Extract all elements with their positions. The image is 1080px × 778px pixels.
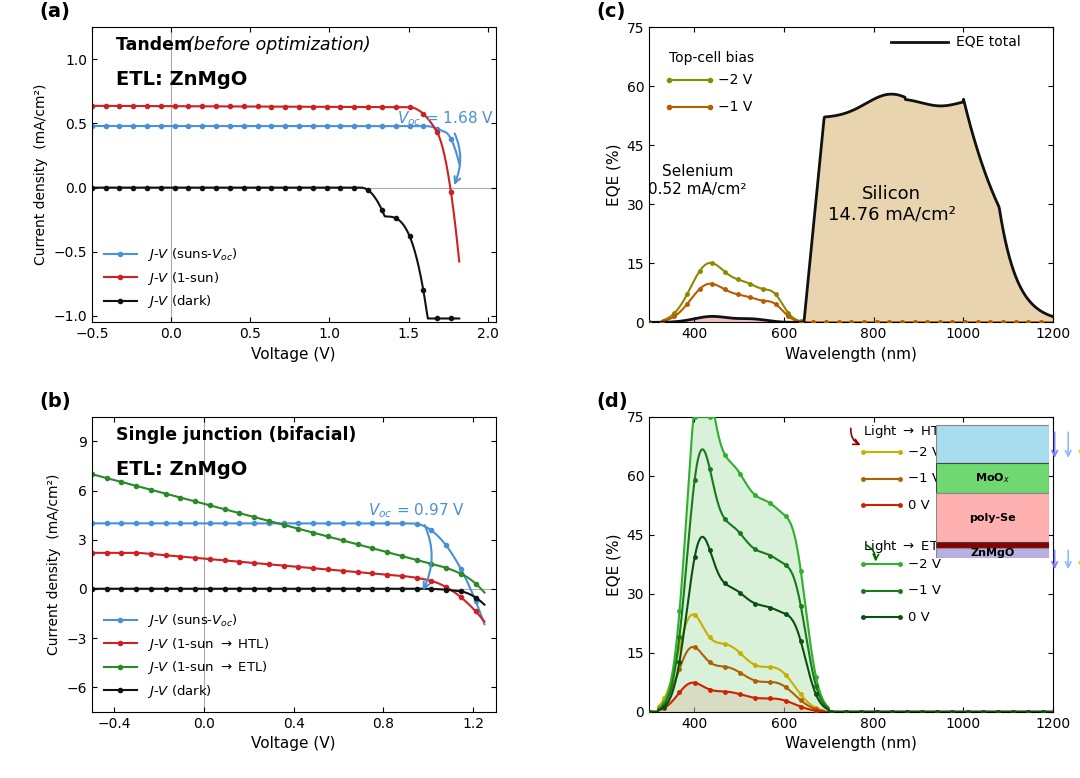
- $J$-$V$ (suns-$V_{oc}$): [333, 519, 346, 528]
- $J$-$V$ (1-sun $\rightarrow$ ETL): [133, 482, 146, 491]
- Text: (c): (c): [596, 2, 626, 21]
- Text: $V_{oc}$ = 0.97 V: $V_{oc}$ = 0.97 V: [368, 501, 464, 588]
- $J$-$V$ (1-sun): [231, 102, 244, 111]
- $J$-$V$ (dark): [213, 584, 226, 594]
- $J$-$V$ (1-sun $\rightarrow$ ETL): [478, 588, 491, 598]
- Line: $J$-$V$ (1-sun $\rightarrow$ ETL): $J$-$V$ (1-sun $\rightarrow$ ETL): [90, 472, 486, 594]
- $J$-$V$ (1-sun): [352, 102, 365, 111]
- $J$-$V$ (1-sun $\rightarrow$ HTL): [85, 548, 98, 558]
- Text: EQE total: EQE total: [956, 35, 1021, 49]
- $J$-$V$ (1-sun $\rightarrow$ HTL): [370, 569, 383, 578]
- $J$-$V$ (dark): [478, 600, 491, 609]
- $J$-$V$ (dark): [316, 183, 329, 192]
- $J$-$V$ (dark): [130, 183, 143, 192]
- $J$-$V$ (suns-$V_{oc}$): [316, 121, 329, 131]
- $J$-$V$ (1-sun $\rightarrow$ ETL): [85, 469, 98, 478]
- $J$-$V$ (1-sun $\rightarrow$ HTL): [241, 558, 254, 567]
- $J$-$V$ (dark): [352, 183, 365, 192]
- Text: Light $\rightarrow$ ETL: Light $\rightarrow$ ETL: [863, 538, 946, 555]
- Text: −2 V: −2 V: [907, 446, 941, 459]
- Text: (before optimization): (before optimization): [187, 36, 370, 54]
- Text: (d): (d): [596, 392, 629, 411]
- $J$-$V$ (1-sun $\rightarrow$ ETL): [213, 503, 226, 513]
- $J$-$V$ (1-sun): [130, 101, 143, 110]
- Line: $J$-$V$ (dark): $J$-$V$ (dark): [90, 587, 486, 607]
- $J$-$V$ (suns-$V_{oc}$): [241, 519, 254, 528]
- $J$-$V$ (suns-$V_{oc}$): [478, 619, 491, 629]
- $J$-$V$ (suns-$V_{oc}$): [85, 519, 98, 528]
- Y-axis label: EQE (%): EQE (%): [606, 143, 621, 206]
- Text: 0 V: 0 V: [907, 499, 930, 512]
- Text: ETL: ZnMgO: ETL: ZnMgO: [116, 460, 247, 478]
- Text: Top-cell bias: Top-cell bias: [670, 51, 755, 65]
- Text: 0 V: 0 V: [907, 611, 930, 624]
- Text: −1 V: −1 V: [907, 472, 941, 485]
- Line: $J$-$V$ (suns-$V_{oc}$): $J$-$V$ (suns-$V_{oc}$): [90, 521, 486, 626]
- $J$-$V$ (1-sun $\rightarrow$ ETL): [368, 545, 381, 554]
- $J$-$V$ (1-sun $\rightarrow$ ETL): [333, 534, 346, 544]
- $J$-$V$ (1-sun $\rightarrow$ HTL): [133, 548, 146, 558]
- Text: −1 V: −1 V: [718, 100, 752, 114]
- Text: Selenium
0.52 mA/cm²: Selenium 0.52 mA/cm²: [648, 164, 747, 197]
- Text: (b): (b): [39, 392, 71, 411]
- $J$-$V$ (1-sun $\rightarrow$ ETL): [241, 510, 254, 520]
- $J$-$V$ (1-sun): [85, 101, 98, 110]
- $J$-$V$ (dark): [85, 584, 98, 594]
- Y-axis label: Current density  (mA/cm²): Current density (mA/cm²): [46, 474, 60, 655]
- $J$-$V$ (dark): [133, 584, 146, 594]
- $J$-$V$ (1-sun): [205, 102, 218, 111]
- $J$-$V$ (1-sun $\rightarrow$ HTL): [333, 566, 346, 575]
- $J$-$V$ (suns-$V_{oc}$): [231, 121, 244, 131]
- $J$-$V$ (suns-$V_{oc}$): [368, 519, 381, 528]
- X-axis label: Voltage (V): Voltage (V): [252, 736, 336, 752]
- $J$-$V$ (suns-$V_{oc}$): [370, 519, 383, 528]
- $J$-$V$ (dark): [370, 584, 383, 594]
- $J$-$V$ (1-sun $\rightarrow$ HTL): [213, 555, 226, 565]
- Text: Silicon
14.76 mA/cm²: Silicon 14.76 mA/cm²: [827, 185, 956, 224]
- $J$-$V$ (suns-$V_{oc}$): [453, 159, 465, 168]
- X-axis label: Voltage (V): Voltage (V): [252, 347, 336, 362]
- $J$-$V$ (1-sun): [351, 102, 364, 111]
- $J$-$V$ (1-sun $\rightarrow$ ETL): [370, 545, 383, 554]
- $J$-$V$ (dark): [453, 314, 465, 323]
- $J$-$V$ (dark): [421, 314, 434, 323]
- $J$-$V$ (1-sun): [316, 102, 329, 111]
- Text: −1 V: −1 V: [907, 584, 941, 598]
- $J$-$V$ (dark): [368, 584, 381, 594]
- Text: Tandem: Tandem: [116, 36, 198, 54]
- Text: −2 V: −2 V: [907, 558, 941, 571]
- $J$-$V$ (1-sun $\rightarrow$ HTL): [478, 617, 491, 626]
- $J$-$V$ (1-sun $\rightarrow$ HTL): [368, 569, 381, 578]
- Text: $V_{oc}$ = 1.68 V: $V_{oc}$ = 1.68 V: [397, 110, 495, 183]
- $J$-$V$ (suns-$V_{oc}$): [351, 121, 364, 131]
- Line: $J$-$V$ (suns-$V_{oc}$): $J$-$V$ (suns-$V_{oc}$): [90, 124, 461, 166]
- Y-axis label: Current density  (mA/cm²): Current density (mA/cm²): [33, 84, 48, 265]
- $J$-$V$ (suns-$V_{oc}$): [130, 121, 143, 131]
- Line: $J$-$V$ (dark): $J$-$V$ (dark): [90, 185, 461, 321]
- Line: $J$-$V$ (1-sun): $J$-$V$ (1-sun): [90, 103, 461, 264]
- $J$-$V$ (dark): [205, 183, 218, 192]
- $J$-$V$ (suns-$V_{oc}$): [205, 121, 218, 131]
- $J$-$V$ (suns-$V_{oc}$): [133, 519, 146, 528]
- Line: $J$-$V$ (1-sun $\rightarrow$ HTL): $J$-$V$ (1-sun $\rightarrow$ HTL): [90, 551, 486, 624]
- $J$-$V$ (dark): [333, 584, 346, 594]
- $J$-$V$ (suns-$V_{oc}$): [85, 121, 98, 131]
- Text: Light $\rightarrow$ HTL: Light $\rightarrow$ HTL: [863, 422, 948, 440]
- Y-axis label: EQE (%): EQE (%): [606, 533, 621, 596]
- $J$-$V$ (suns-$V_{oc}$): [213, 519, 226, 528]
- $J$-$V$ (dark): [85, 183, 98, 192]
- $J$-$V$ (dark): [351, 183, 364, 192]
- $J$-$V$ (dark): [231, 183, 244, 192]
- Text: (a): (a): [39, 2, 70, 21]
- $J$-$V$ (suns-$V_{oc}$): [352, 121, 365, 131]
- Text: ETL: ZnMgO: ETL: ZnMgO: [116, 70, 247, 89]
- Legend: $J$-$V$ (suns-$V_{oc}$), $J$-$V$ (1-sun $\rightarrow$ HTL), $J$-$V$ (1-sun $\rig: $J$-$V$ (suns-$V_{oc}$), $J$-$V$ (1-sun …: [98, 607, 274, 706]
- $J$-$V$ (dark): [241, 584, 254, 594]
- Legend: $J$-$V$ (suns-$V_{oc}$), $J$-$V$ (1-sun), $J$-$V$ (dark): $J$-$V$ (suns-$V_{oc}$), $J$-$V$ (1-sun)…: [98, 241, 243, 316]
- $J$-$V$ (1-sun): [453, 257, 465, 266]
- Text: −2 V: −2 V: [718, 73, 752, 87]
- X-axis label: Wavelength (nm): Wavelength (nm): [785, 347, 917, 362]
- X-axis label: Wavelength (nm): Wavelength (nm): [785, 736, 917, 752]
- Text: Single junction (bifacial): Single junction (bifacial): [116, 426, 356, 443]
